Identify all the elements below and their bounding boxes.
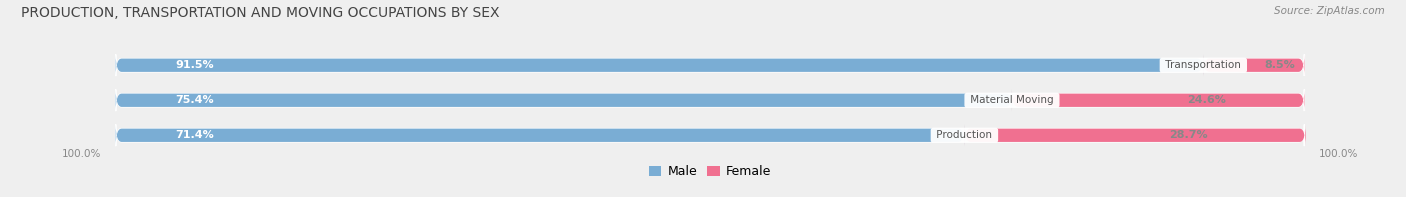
Text: Transportation: Transportation bbox=[1163, 60, 1244, 70]
FancyBboxPatch shape bbox=[115, 89, 1012, 111]
Text: Source: ZipAtlas.com: Source: ZipAtlas.com bbox=[1274, 6, 1385, 16]
FancyBboxPatch shape bbox=[1204, 54, 1305, 76]
FancyBboxPatch shape bbox=[1012, 89, 1305, 111]
Text: 24.6%: 24.6% bbox=[1188, 95, 1226, 105]
FancyBboxPatch shape bbox=[115, 54, 1305, 76]
Text: Material Moving: Material Moving bbox=[967, 95, 1057, 105]
Text: PRODUCTION, TRANSPORTATION AND MOVING OCCUPATIONS BY SEX: PRODUCTION, TRANSPORTATION AND MOVING OC… bbox=[21, 6, 499, 20]
Text: 28.7%: 28.7% bbox=[1170, 130, 1208, 140]
Text: 91.5%: 91.5% bbox=[176, 60, 214, 70]
Text: 100.0%: 100.0% bbox=[62, 149, 101, 159]
FancyBboxPatch shape bbox=[965, 125, 1306, 146]
FancyBboxPatch shape bbox=[115, 125, 965, 146]
Text: Production: Production bbox=[934, 130, 995, 140]
Legend: Male, Female: Male, Female bbox=[644, 160, 776, 183]
Text: 75.4%: 75.4% bbox=[176, 95, 214, 105]
FancyBboxPatch shape bbox=[115, 54, 1204, 76]
Text: 100.0%: 100.0% bbox=[1319, 149, 1358, 159]
FancyBboxPatch shape bbox=[115, 125, 1305, 146]
Text: 8.5%: 8.5% bbox=[1264, 60, 1295, 70]
Text: 71.4%: 71.4% bbox=[176, 130, 214, 140]
FancyBboxPatch shape bbox=[115, 89, 1305, 111]
